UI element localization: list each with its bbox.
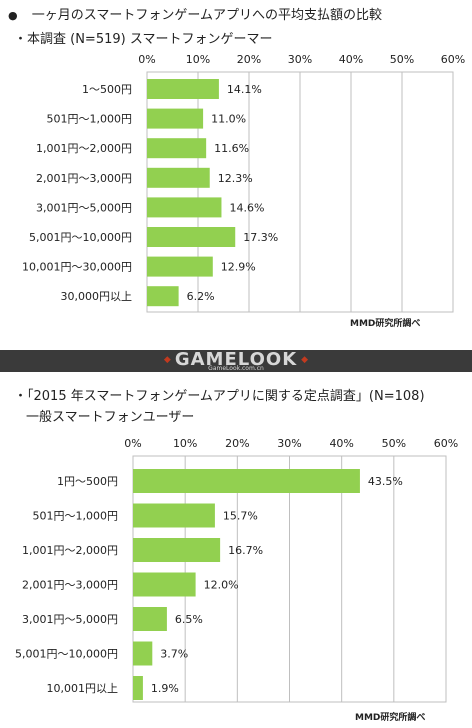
chart1-survey-bar-chart: 0% 10% 20% 30% 40% 50% 60% 1～500円 14.1% 501円～1,00… — [22, 53, 465, 313]
category-label: 501円～1,000円 — [47, 113, 133, 126]
category-label: 1,001円～2,000円 — [36, 142, 132, 155]
x-tick-label: 30% — [288, 53, 312, 66]
data-label: 12.0% — [204, 579, 239, 592]
bar — [133, 503, 215, 528]
data-label: 11.0% — [211, 113, 246, 126]
category-label: 10,001円～30,000円 — [22, 261, 132, 274]
x-tick-label: 10% — [173, 437, 197, 450]
bar — [147, 108, 204, 129]
x-tick-label: 20% — [237, 53, 261, 66]
chart2-title-line1: ・「2015 年スマートフォンゲームアプリに関する定点調査」(N=108) — [14, 389, 425, 404]
data-label: 12.3% — [218, 172, 253, 185]
bar — [147, 286, 179, 307]
data-label: 17.3% — [243, 231, 278, 244]
x-tick-label: 40% — [339, 53, 363, 66]
data-label: 16.7% — [228, 544, 263, 557]
category-label: 10,001円以上 — [47, 682, 119, 695]
gamelook-watermark: ◆ GAMELOOK ◆ GameLook.com.cn — [0, 349, 472, 373]
category-label: 30,000円以上 — [61, 290, 133, 303]
bar — [133, 607, 167, 631]
page-title: 一ヶ月のスマートフォンゲームアプリへの平均支払額の比較 — [31, 8, 382, 23]
data-label: 14.6% — [229, 201, 264, 214]
category-label: 2,001円～3,000円 — [22, 579, 118, 592]
category-label: 5,001円～10,000円 — [15, 648, 118, 661]
bar — [147, 167, 210, 188]
bar — [147, 138, 207, 159]
chart2-fixed-point-bar-chart: 0% 10% 20% 30% 40% 50% 60% 1円～500円 43.5% 501円～1,0… — [15, 437, 458, 703]
category-label: 1～500円 — [82, 83, 132, 96]
bar — [133, 538, 221, 562]
chart2-source: MMD研究所調べ — [355, 713, 426, 723]
data-label: 43.5% — [368, 475, 403, 488]
page-header: ● 一ヶ月のスマートフォンゲームアプリへの平均支払額の比較 — [8, 4, 382, 23]
category-label: 1円～500円 — [57, 475, 118, 488]
category-label: 1,001円～2,000円 — [22, 544, 118, 557]
category-label: 3,001円～5,000円 — [36, 201, 132, 214]
data-label: 6.2% — [187, 290, 215, 303]
x-tick-label: 10% — [186, 53, 210, 66]
category-label: 2,001円～3,000円 — [36, 172, 132, 185]
logo-text: GAMELOOK — [174, 349, 298, 370]
x-tick-label: 40% — [329, 437, 353, 450]
x-tick-label: 0% — [138, 53, 155, 66]
data-label: 12.9% — [221, 261, 256, 274]
bar — [147, 197, 222, 218]
bar — [147, 227, 236, 247]
x-tick-label: 0% — [124, 437, 141, 450]
header-bullet: ● — [8, 9, 18, 22]
category-label: 3,001円～5,000円 — [22, 613, 118, 626]
data-label: 15.7% — [223, 510, 258, 523]
logo-band — [0, 350, 472, 372]
data-label: 1.9% — [151, 682, 179, 695]
category-label: 5,001円～10,000円 — [29, 231, 132, 244]
x-tick-label: 20% — [225, 437, 249, 450]
data-label: 6.5% — [175, 613, 203, 626]
bar — [133, 641, 153, 666]
logo-diamond-icon: ◆ — [163, 355, 171, 365]
bar — [147, 79, 219, 99]
x-tick-label: 60% — [441, 53, 465, 66]
logo-diamond-icon: ◆ — [301, 355, 309, 365]
bar — [147, 256, 213, 277]
data-label: 3.7% — [160, 648, 188, 661]
bar — [133, 469, 360, 493]
x-tick-label: 30% — [277, 437, 301, 450]
data-label: 14.1% — [227, 83, 262, 96]
data-label: 11.6% — [214, 142, 249, 155]
x-tick-label: 50% — [382, 437, 406, 450]
bar — [133, 572, 196, 597]
logo-subtext: GameLook.com.cn — [208, 365, 264, 372]
bar — [133, 676, 143, 700]
chart1-source: MMD研究所調べ — [350, 319, 421, 329]
chart2-title-line2: 一般スマートフォンユーザー — [26, 410, 195, 425]
category-label: 501円～1,000円 — [33, 510, 119, 523]
x-tick-label: 50% — [390, 53, 414, 66]
chart1-title: ・本調査 (N=519) スマートフォンゲーマー — [14, 32, 273, 47]
x-tick-label: 60% — [434, 437, 458, 450]
